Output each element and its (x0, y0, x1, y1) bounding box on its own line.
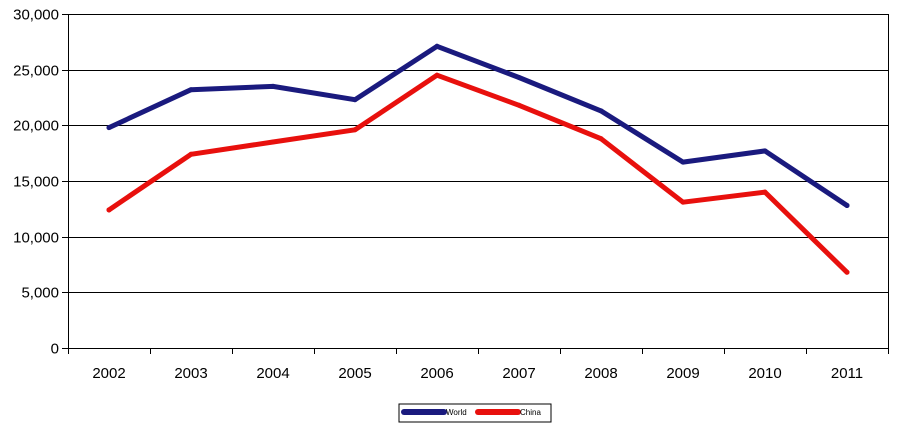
legend-label-world: World (446, 408, 467, 417)
y-tick-label: 30,000 (13, 7, 59, 24)
data-point-world (270, 83, 276, 89)
data-point-world (680, 159, 686, 165)
data-point-world (844, 202, 850, 208)
axes (62, 14, 889, 354)
legend: World China (398, 403, 552, 423)
y-tick-label: 5,000 (21, 285, 59, 302)
data-point-china (680, 199, 686, 205)
data-point-world (352, 97, 358, 103)
x-tick-label: 2004 (256, 365, 289, 382)
data-point-china (106, 207, 112, 213)
x-tick-label: 2009 (666, 365, 699, 382)
y-tick-label: 0 (51, 341, 59, 358)
series-line-china (106, 72, 850, 275)
y-tick-label: 25,000 (13, 63, 59, 80)
x-tick-label: 2002 (92, 365, 125, 382)
data-point-world (516, 74, 522, 80)
data-point-china (270, 139, 276, 145)
y-tick-labels: 0 5,000 10,000 15,000 20,000 25,000 30,000 (13, 7, 59, 358)
x-tick-label: 2003 (174, 365, 207, 382)
series-line-world (106, 43, 850, 208)
series-lines (106, 43, 850, 275)
data-point-china (844, 269, 850, 275)
x-tick-label: 2005 (338, 365, 371, 382)
x-tick-label: 2011 (831, 365, 863, 382)
y-tick-label: 20,000 (13, 118, 59, 135)
data-point-china (598, 136, 604, 142)
data-point-china (352, 127, 358, 133)
x-tick-labels: 2002 2003 2004 2005 2006 2007 2008 2009 2010 2011 (92, 365, 863, 382)
data-point-world (598, 108, 604, 114)
y-tick-label: 15,000 (13, 174, 59, 191)
legend-frame (398, 403, 552, 423)
data-point-china (516, 102, 522, 108)
data-point-world (762, 148, 768, 154)
x-tick-label: 2007 (502, 365, 535, 382)
data-point-world (188, 87, 194, 93)
data-point-world (106, 125, 112, 131)
data-point-china (434, 72, 440, 78)
x-tick-label: 2010 (748, 365, 781, 382)
x-tick-label: 2008 (584, 365, 617, 382)
data-point-china (762, 189, 768, 195)
y-tick-label: 10,000 (13, 230, 59, 247)
data-point-china (188, 151, 194, 157)
x-tick-label: 2006 (420, 365, 453, 382)
data-point-world (434, 43, 440, 49)
legend-label-china: China (520, 408, 541, 417)
